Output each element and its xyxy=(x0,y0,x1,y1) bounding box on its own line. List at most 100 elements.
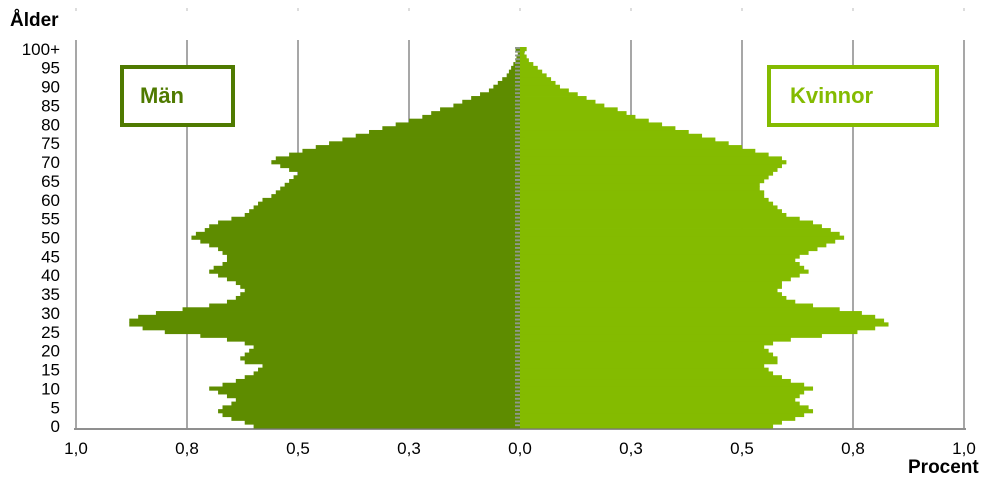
x-axis-title: Procent xyxy=(908,457,979,477)
male-bar-age-36 xyxy=(244,288,520,293)
female-bar-age-53 xyxy=(520,224,822,229)
male-bar-age-89 xyxy=(488,88,520,93)
female-bar-age-98 xyxy=(520,54,527,59)
female-bar-age-36 xyxy=(520,288,778,293)
male-bar-age-54 xyxy=(218,220,520,225)
female-bar-age-57 xyxy=(520,209,782,214)
male-bar-age-76 xyxy=(342,137,520,142)
male-bar-age-87 xyxy=(471,96,520,101)
female-bar-age-39 xyxy=(520,277,791,282)
male-bar-age-21 xyxy=(253,345,520,350)
male-bar-age-100 xyxy=(515,47,520,52)
female-bar-age-96 xyxy=(520,62,534,67)
male-bar-age-38 xyxy=(235,280,520,286)
male-bar-age-0 xyxy=(253,424,520,429)
y-tick-label: 30 xyxy=(41,304,60,323)
male-bar-age-9 xyxy=(218,390,520,395)
male-bar-age-66 xyxy=(293,175,520,180)
x-tick-label: 0,0 xyxy=(508,439,532,458)
female-bar-age-94 xyxy=(520,69,543,74)
female-bar-age-92 xyxy=(520,77,552,82)
male-bar-age-92 xyxy=(502,77,520,82)
female-bar-age-54 xyxy=(520,220,814,225)
female-bar-age-46 xyxy=(520,250,809,255)
female-bar-age-78 xyxy=(520,129,689,135)
female-bar-age-45 xyxy=(520,254,800,259)
male-bar-age-72 xyxy=(289,152,520,157)
female-bar-age-76 xyxy=(520,137,716,142)
male-bar-age-48 xyxy=(209,243,520,248)
male-bar-age-65 xyxy=(289,179,520,184)
male-bar-age-6 xyxy=(231,401,520,406)
male-bar-age-61 xyxy=(271,194,520,199)
female-bar-age-22 xyxy=(520,341,774,346)
male-bar-age-23 xyxy=(226,337,520,342)
female-bar-age-48 xyxy=(520,243,827,248)
female-bar-age-70 xyxy=(520,160,787,165)
y-tick-label: 45 xyxy=(41,247,60,266)
y-tick-label: 20 xyxy=(41,342,60,361)
male-bar-age-53 xyxy=(209,224,520,229)
male-bar-age-16 xyxy=(262,363,520,369)
female-bar-age-42 xyxy=(520,265,805,270)
male-bar-age-49 xyxy=(200,239,520,244)
male-bar-age-11 xyxy=(222,382,520,387)
male-bar-age-62 xyxy=(275,190,520,195)
female-bar-age-5 xyxy=(520,405,809,410)
legend-male-box xyxy=(120,65,235,127)
female-bar-age-20 xyxy=(520,348,769,353)
male-bar-age-58 xyxy=(253,205,520,210)
x-tick-label: 0,3 xyxy=(619,439,643,458)
male-bar-age-46 xyxy=(222,250,520,255)
female-bar-age-9 xyxy=(520,390,805,395)
male-bar-age-69 xyxy=(280,163,520,169)
y-tick-label: 0 xyxy=(51,417,60,436)
female-bar-age-68 xyxy=(520,167,778,172)
female-bar-age-28 xyxy=(520,318,885,323)
female-bar-age-44 xyxy=(520,258,796,263)
male-bar-age-70 xyxy=(271,160,520,165)
male-bar-age-44 xyxy=(226,258,520,263)
male-bar-age-99 xyxy=(517,50,520,55)
female-bar-age-40 xyxy=(520,273,800,278)
y-tick-label: 25 xyxy=(41,323,60,342)
female-bar-age-2 xyxy=(520,416,796,421)
female-bar-age-34 xyxy=(520,295,787,301)
female-bar-age-93 xyxy=(520,73,547,78)
female-bar-age-88 xyxy=(520,92,578,97)
y-tick-label: 100+ xyxy=(22,40,60,59)
y-tick-label: 80 xyxy=(41,115,60,134)
female-bar-age-38 xyxy=(520,280,782,286)
y-tick-label: 60 xyxy=(41,191,60,210)
male-bar-age-31 xyxy=(182,307,520,312)
male-bar-age-51 xyxy=(195,231,520,237)
x-tick-label: 1,0 xyxy=(64,439,88,458)
male-bar-age-20 xyxy=(249,348,520,353)
female-bar-age-30 xyxy=(520,311,862,316)
female-bar-age-15 xyxy=(520,367,769,372)
y-tick-label: 75 xyxy=(41,134,60,153)
male-bar-age-91 xyxy=(497,80,520,86)
male-bar-age-63 xyxy=(280,186,520,191)
female-bar-age-14 xyxy=(520,371,774,376)
female-bar-age-21 xyxy=(520,345,765,350)
female-bar-age-7 xyxy=(520,397,796,402)
male-bar-age-40 xyxy=(218,273,520,278)
y-tick-label: 70 xyxy=(41,153,60,172)
male-bar-age-37 xyxy=(240,284,520,289)
male-bar-age-1 xyxy=(244,420,520,425)
male-bar-age-24 xyxy=(200,333,520,338)
male-bar-age-43 xyxy=(222,262,520,267)
female-bar-age-99 xyxy=(520,50,525,55)
y-tick-label: 5 xyxy=(51,398,60,417)
male-bar-age-27 xyxy=(129,322,520,327)
male-bar-age-67 xyxy=(298,171,520,176)
male-bar-age-50 xyxy=(191,235,520,240)
female-bar-age-95 xyxy=(520,65,538,71)
female-bar-age-31 xyxy=(520,307,840,312)
male-bar-age-97 xyxy=(515,58,520,63)
male-bar-age-26 xyxy=(142,326,520,331)
female-bar-age-10 xyxy=(520,386,814,391)
female-bar-age-69 xyxy=(520,163,782,169)
